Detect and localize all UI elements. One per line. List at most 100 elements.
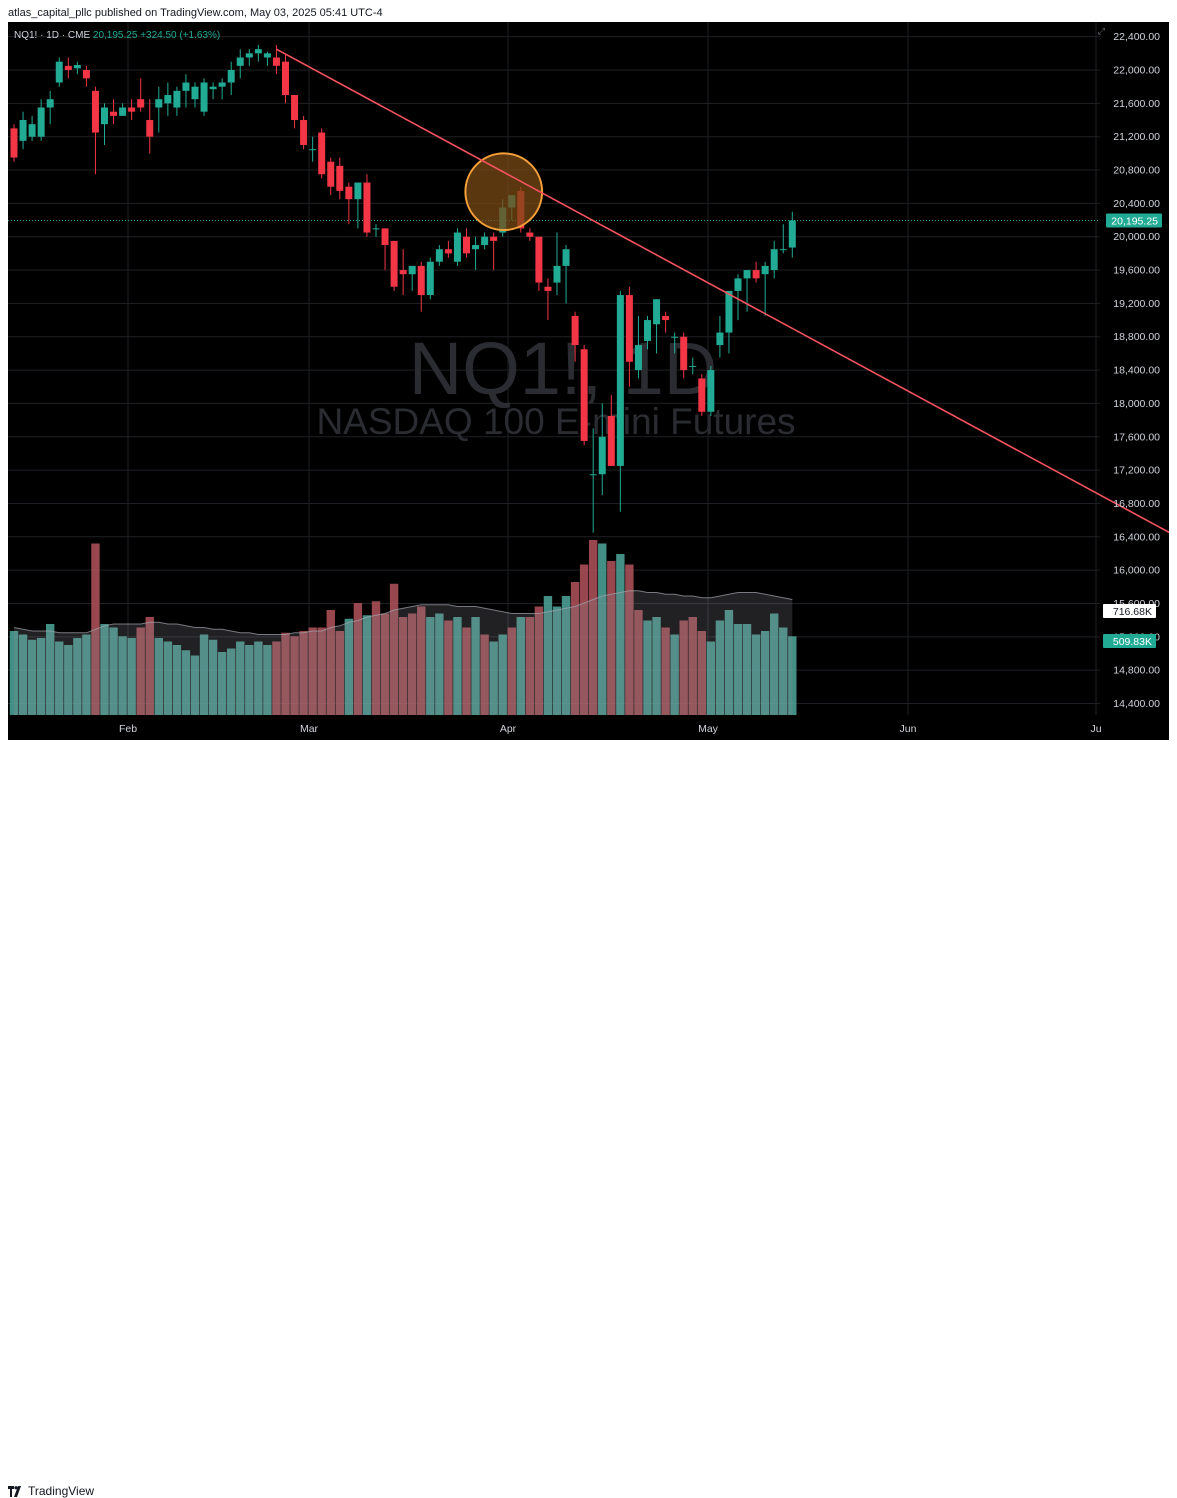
candle-body bbox=[119, 107, 127, 116]
volume-bar bbox=[199, 634, 209, 715]
volume-bar bbox=[190, 655, 200, 715]
candle-body bbox=[481, 236, 489, 246]
volume-bar bbox=[643, 620, 652, 715]
volume-bar bbox=[263, 645, 272, 715]
volume-bar bbox=[353, 603, 363, 715]
volume-bar bbox=[317, 627, 326, 715]
volume-bar bbox=[453, 617, 462, 715]
legend-last-price: 20,195.25 bbox=[92, 30, 138, 41]
candle-body bbox=[227, 70, 235, 83]
volume-ma-label: 716.68K bbox=[1113, 606, 1152, 618]
volume-bar bbox=[679, 620, 688, 715]
volume-bar bbox=[217, 652, 227, 715]
candle-body bbox=[282, 61, 289, 96]
price-tick-label: 16,400.00 bbox=[1113, 531, 1160, 543]
price-tick-label: 18,800.00 bbox=[1113, 331, 1160, 343]
volume-bar bbox=[480, 634, 489, 715]
candle-body bbox=[526, 232, 534, 237]
candle-body bbox=[535, 236, 543, 283]
candle-body bbox=[110, 111, 118, 116]
volume-bar bbox=[389, 583, 399, 715]
candle-body bbox=[46, 99, 54, 108]
volume-bar bbox=[236, 641, 245, 715]
last-price-marker bbox=[1106, 213, 1162, 228]
publish-bar: atlas_capital_pllc published on TradingV… bbox=[0, 0, 1177, 26]
volume-bar bbox=[552, 606, 562, 715]
candle-body bbox=[734, 278, 742, 291]
legend-change: +324.50 (+1.63%) bbox=[140, 30, 221, 41]
candle-body bbox=[363, 182, 371, 233]
volume-bar bbox=[181, 650, 191, 715]
volume-ma-area bbox=[14, 590, 793, 715]
candle-body bbox=[137, 99, 145, 108]
candle-body bbox=[291, 95, 299, 121]
candle-body bbox=[725, 290, 733, 333]
candle-body bbox=[318, 132, 326, 175]
candle-body bbox=[28, 124, 36, 137]
volume-bar bbox=[281, 632, 290, 715]
volume-bar bbox=[570, 582, 580, 715]
candle-body bbox=[598, 436, 606, 475]
candle-body bbox=[37, 107, 45, 137]
candle-body bbox=[779, 249, 787, 251]
highlight-circle bbox=[464, 152, 544, 232]
volume-bar bbox=[788, 636, 797, 715]
candle-body bbox=[607, 415, 615, 466]
trendline bbox=[276, 48, 1169, 534]
price-tick-label: 16,800.00 bbox=[1113, 498, 1160, 510]
tradingview-icon bbox=[8, 1485, 21, 1497]
candle-body bbox=[73, 65, 81, 69]
volume-bar bbox=[525, 617, 535, 715]
price-tick-label: 19,600.00 bbox=[1113, 265, 1160, 277]
volume-bar bbox=[326, 610, 335, 715]
volume-bar bbox=[498, 634, 507, 715]
candle-body bbox=[625, 295, 633, 362]
candle-body bbox=[372, 228, 380, 230]
volume-bar bbox=[616, 554, 625, 715]
candle-body bbox=[444, 249, 452, 254]
candle-body bbox=[417, 265, 425, 296]
candle-body bbox=[354, 182, 362, 200]
candle-body bbox=[698, 378, 706, 412]
volume-bar bbox=[779, 627, 788, 715]
volume-label: 509.83K bbox=[1113, 636, 1152, 648]
chart-frame[interactable]: NQ1!, 1D NASDAQ 100 E-mini Futures 22,400.… bbox=[8, 22, 1169, 740]
candle-body bbox=[263, 53, 271, 58]
price-tick-label: 16,000.00 bbox=[1113, 565, 1160, 577]
volume-bar bbox=[489, 641, 498, 715]
candle-body bbox=[662, 315, 670, 321]
volume-bar bbox=[426, 617, 435, 715]
brand-name: TradingView bbox=[28, 1484, 95, 1498]
candle-body bbox=[381, 228, 389, 246]
candle-body bbox=[616, 295, 624, 466]
volume-bar bbox=[127, 638, 136, 715]
volume-bar bbox=[9, 631, 19, 715]
volume-bar bbox=[36, 638, 46, 715]
candle-body bbox=[571, 315, 579, 346]
candle-body bbox=[490, 236, 498, 241]
candle-body bbox=[164, 95, 172, 104]
volume-bar bbox=[661, 627, 670, 715]
legend-symbol: NQ1! · 1D · CME bbox=[14, 30, 91, 41]
volume-bar bbox=[335, 631, 344, 715]
tradingview-logo[interactable]: TradingView bbox=[8, 1484, 94, 1498]
expand-icon[interactable]: ⤢ bbox=[1097, 26, 1105, 36]
volume-bar bbox=[516, 617, 525, 715]
volume-bar bbox=[272, 641, 281, 715]
volume-bar bbox=[652, 617, 661, 715]
price-tick-label: 20,000.00 bbox=[1113, 231, 1160, 243]
candle-body bbox=[82, 70, 90, 79]
volume-bar bbox=[706, 641, 716, 715]
volume-bar bbox=[598, 543, 607, 715]
volume-bar bbox=[733, 624, 743, 715]
volume-bar bbox=[607, 561, 616, 715]
volume-bar bbox=[299, 631, 308, 715]
candle-body bbox=[644, 320, 651, 341]
candle-body bbox=[562, 249, 570, 266]
candle-body bbox=[707, 370, 715, 412]
price-tick-label: 22,000.00 bbox=[1113, 65, 1160, 77]
volume-bar bbox=[408, 613, 417, 715]
candle-body bbox=[653, 299, 661, 325]
